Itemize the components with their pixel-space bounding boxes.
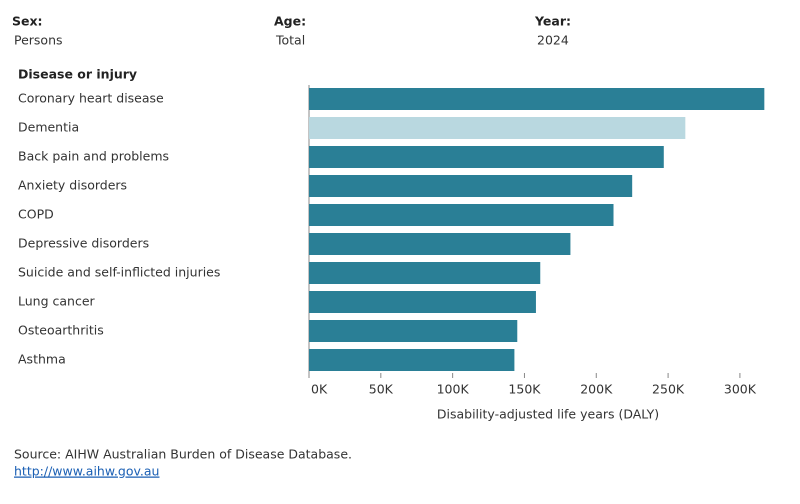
x-tick-label: 300K xyxy=(724,382,757,397)
source: Source: AIHW Australian Burden of Diseas… xyxy=(14,447,352,462)
x-tick-label: 250K xyxy=(652,382,685,397)
category-label: Osteoarthritis xyxy=(18,323,104,338)
category-label: Coronary heart disease xyxy=(18,91,164,106)
bar xyxy=(309,117,686,139)
bar xyxy=(309,146,664,168)
x-tick-label: 100K xyxy=(437,382,470,397)
bar xyxy=(309,262,541,284)
filter-label: Age: xyxy=(274,14,306,29)
category-label: COPD xyxy=(18,207,54,222)
category-label: Back pain and problems xyxy=(18,149,169,164)
category-label: Suicide and self-inflicted injuries xyxy=(18,265,220,280)
x-axis-title: Disability-adjusted life years (DALY) xyxy=(437,407,659,422)
filter-value: 2024 xyxy=(537,33,569,48)
category-label: Anxiety disorders xyxy=(18,178,127,193)
filter-label: Sex: xyxy=(12,14,43,29)
x-tick-label: 0K xyxy=(311,382,328,397)
bar xyxy=(309,175,633,197)
category-label: Depressive disorders xyxy=(18,236,149,251)
filter-label: Year: xyxy=(534,14,571,29)
bar xyxy=(309,88,765,110)
filter-value: Persons xyxy=(14,33,63,48)
x-tick-label: 150K xyxy=(508,382,541,397)
bar xyxy=(309,204,614,226)
category-label: Dementia xyxy=(18,120,79,135)
category-label: Lung cancer xyxy=(18,294,96,309)
category-header: Disease or injury xyxy=(18,67,137,82)
x-tick-label: 200K xyxy=(580,382,613,397)
category-label: Asthma xyxy=(18,352,66,367)
bar xyxy=(309,320,518,342)
bar xyxy=(309,233,571,255)
filter-value: Total xyxy=(275,33,305,48)
bar xyxy=(309,291,536,313)
bar xyxy=(309,349,515,371)
x-tick-label: 50K xyxy=(369,382,394,397)
source-link[interactable]: http://www.aihw.gov.au xyxy=(14,464,159,479)
